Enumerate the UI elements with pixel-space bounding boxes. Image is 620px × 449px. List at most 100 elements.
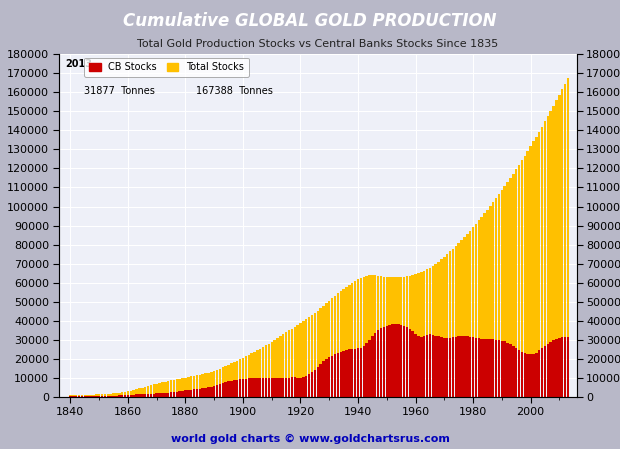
- Bar: [228, 365, 230, 397]
- Bar: [515, 169, 518, 397]
- Bar: [492, 339, 494, 397]
- Bar: [380, 276, 383, 397]
- Bar: [466, 336, 469, 397]
- Bar: [371, 336, 374, 397]
- Bar: [437, 336, 440, 397]
- Bar: [75, 395, 78, 397]
- Bar: [277, 338, 279, 397]
- Bar: [391, 277, 394, 397]
- Bar: [149, 385, 152, 397]
- Bar: [492, 202, 494, 397]
- Bar: [89, 396, 92, 397]
- Bar: [477, 338, 480, 397]
- Bar: [305, 376, 308, 397]
- Bar: [314, 313, 316, 397]
- Bar: [205, 388, 207, 397]
- Bar: [138, 388, 141, 397]
- Bar: [518, 350, 520, 397]
- Bar: [564, 84, 566, 397]
- Bar: [124, 392, 126, 397]
- Bar: [374, 333, 376, 397]
- Bar: [363, 346, 365, 397]
- Bar: [380, 328, 383, 397]
- Bar: [495, 340, 497, 397]
- Bar: [242, 358, 244, 397]
- Bar: [432, 266, 434, 397]
- Bar: [412, 275, 414, 397]
- Bar: [153, 384, 155, 397]
- Bar: [549, 111, 552, 397]
- Bar: [173, 380, 175, 397]
- Bar: [89, 395, 92, 397]
- Bar: [72, 396, 74, 397]
- Bar: [435, 335, 437, 397]
- Bar: [377, 330, 379, 397]
- Bar: [184, 390, 187, 397]
- Bar: [126, 392, 129, 397]
- Bar: [449, 338, 451, 397]
- Bar: [389, 325, 391, 397]
- Bar: [337, 353, 339, 397]
- Bar: [265, 378, 267, 397]
- Bar: [69, 396, 72, 397]
- Bar: [247, 355, 250, 397]
- Bar: [486, 339, 489, 397]
- Title: Total Gold Production Stocks vs Central Banks Stocks Since 1835: Total Gold Production Stocks vs Central …: [137, 39, 498, 49]
- Bar: [443, 338, 446, 397]
- Bar: [179, 391, 181, 397]
- Bar: [285, 332, 287, 397]
- Bar: [529, 146, 532, 397]
- Bar: [452, 338, 454, 397]
- Bar: [452, 249, 454, 397]
- Bar: [524, 353, 526, 397]
- Bar: [291, 377, 293, 397]
- Bar: [564, 337, 566, 397]
- Bar: [458, 243, 460, 397]
- Bar: [509, 178, 512, 397]
- Bar: [342, 289, 345, 397]
- Bar: [224, 366, 227, 397]
- Bar: [273, 379, 276, 397]
- Bar: [262, 347, 264, 397]
- Bar: [334, 354, 336, 397]
- Bar: [121, 395, 123, 397]
- Bar: [133, 395, 135, 397]
- Bar: [158, 393, 161, 397]
- Bar: [242, 379, 244, 397]
- Bar: [149, 394, 152, 397]
- Bar: [414, 334, 417, 397]
- Bar: [205, 374, 207, 397]
- Bar: [383, 327, 385, 397]
- Bar: [190, 377, 192, 397]
- Bar: [544, 121, 546, 397]
- Bar: [512, 346, 515, 397]
- Bar: [440, 259, 443, 397]
- Bar: [144, 394, 146, 397]
- Bar: [484, 339, 486, 397]
- Bar: [299, 378, 302, 397]
- Bar: [207, 373, 210, 397]
- Bar: [319, 364, 322, 397]
- Bar: [236, 361, 239, 397]
- Bar: [279, 336, 281, 397]
- Bar: [228, 381, 230, 397]
- Bar: [156, 383, 158, 397]
- Bar: [420, 272, 422, 397]
- Bar: [552, 106, 555, 397]
- Bar: [354, 348, 356, 397]
- Bar: [107, 396, 109, 397]
- Bar: [365, 343, 368, 397]
- Bar: [446, 338, 448, 397]
- Text: 31877  Tonnes: 31877 Tonnes: [84, 86, 154, 96]
- Bar: [262, 378, 264, 397]
- Bar: [253, 378, 255, 397]
- Bar: [245, 379, 247, 397]
- Bar: [469, 337, 471, 397]
- Bar: [521, 160, 523, 397]
- Bar: [84, 396, 86, 397]
- Bar: [98, 394, 100, 397]
- Bar: [158, 383, 161, 397]
- Bar: [92, 395, 95, 397]
- Bar: [484, 213, 486, 397]
- Bar: [495, 198, 497, 397]
